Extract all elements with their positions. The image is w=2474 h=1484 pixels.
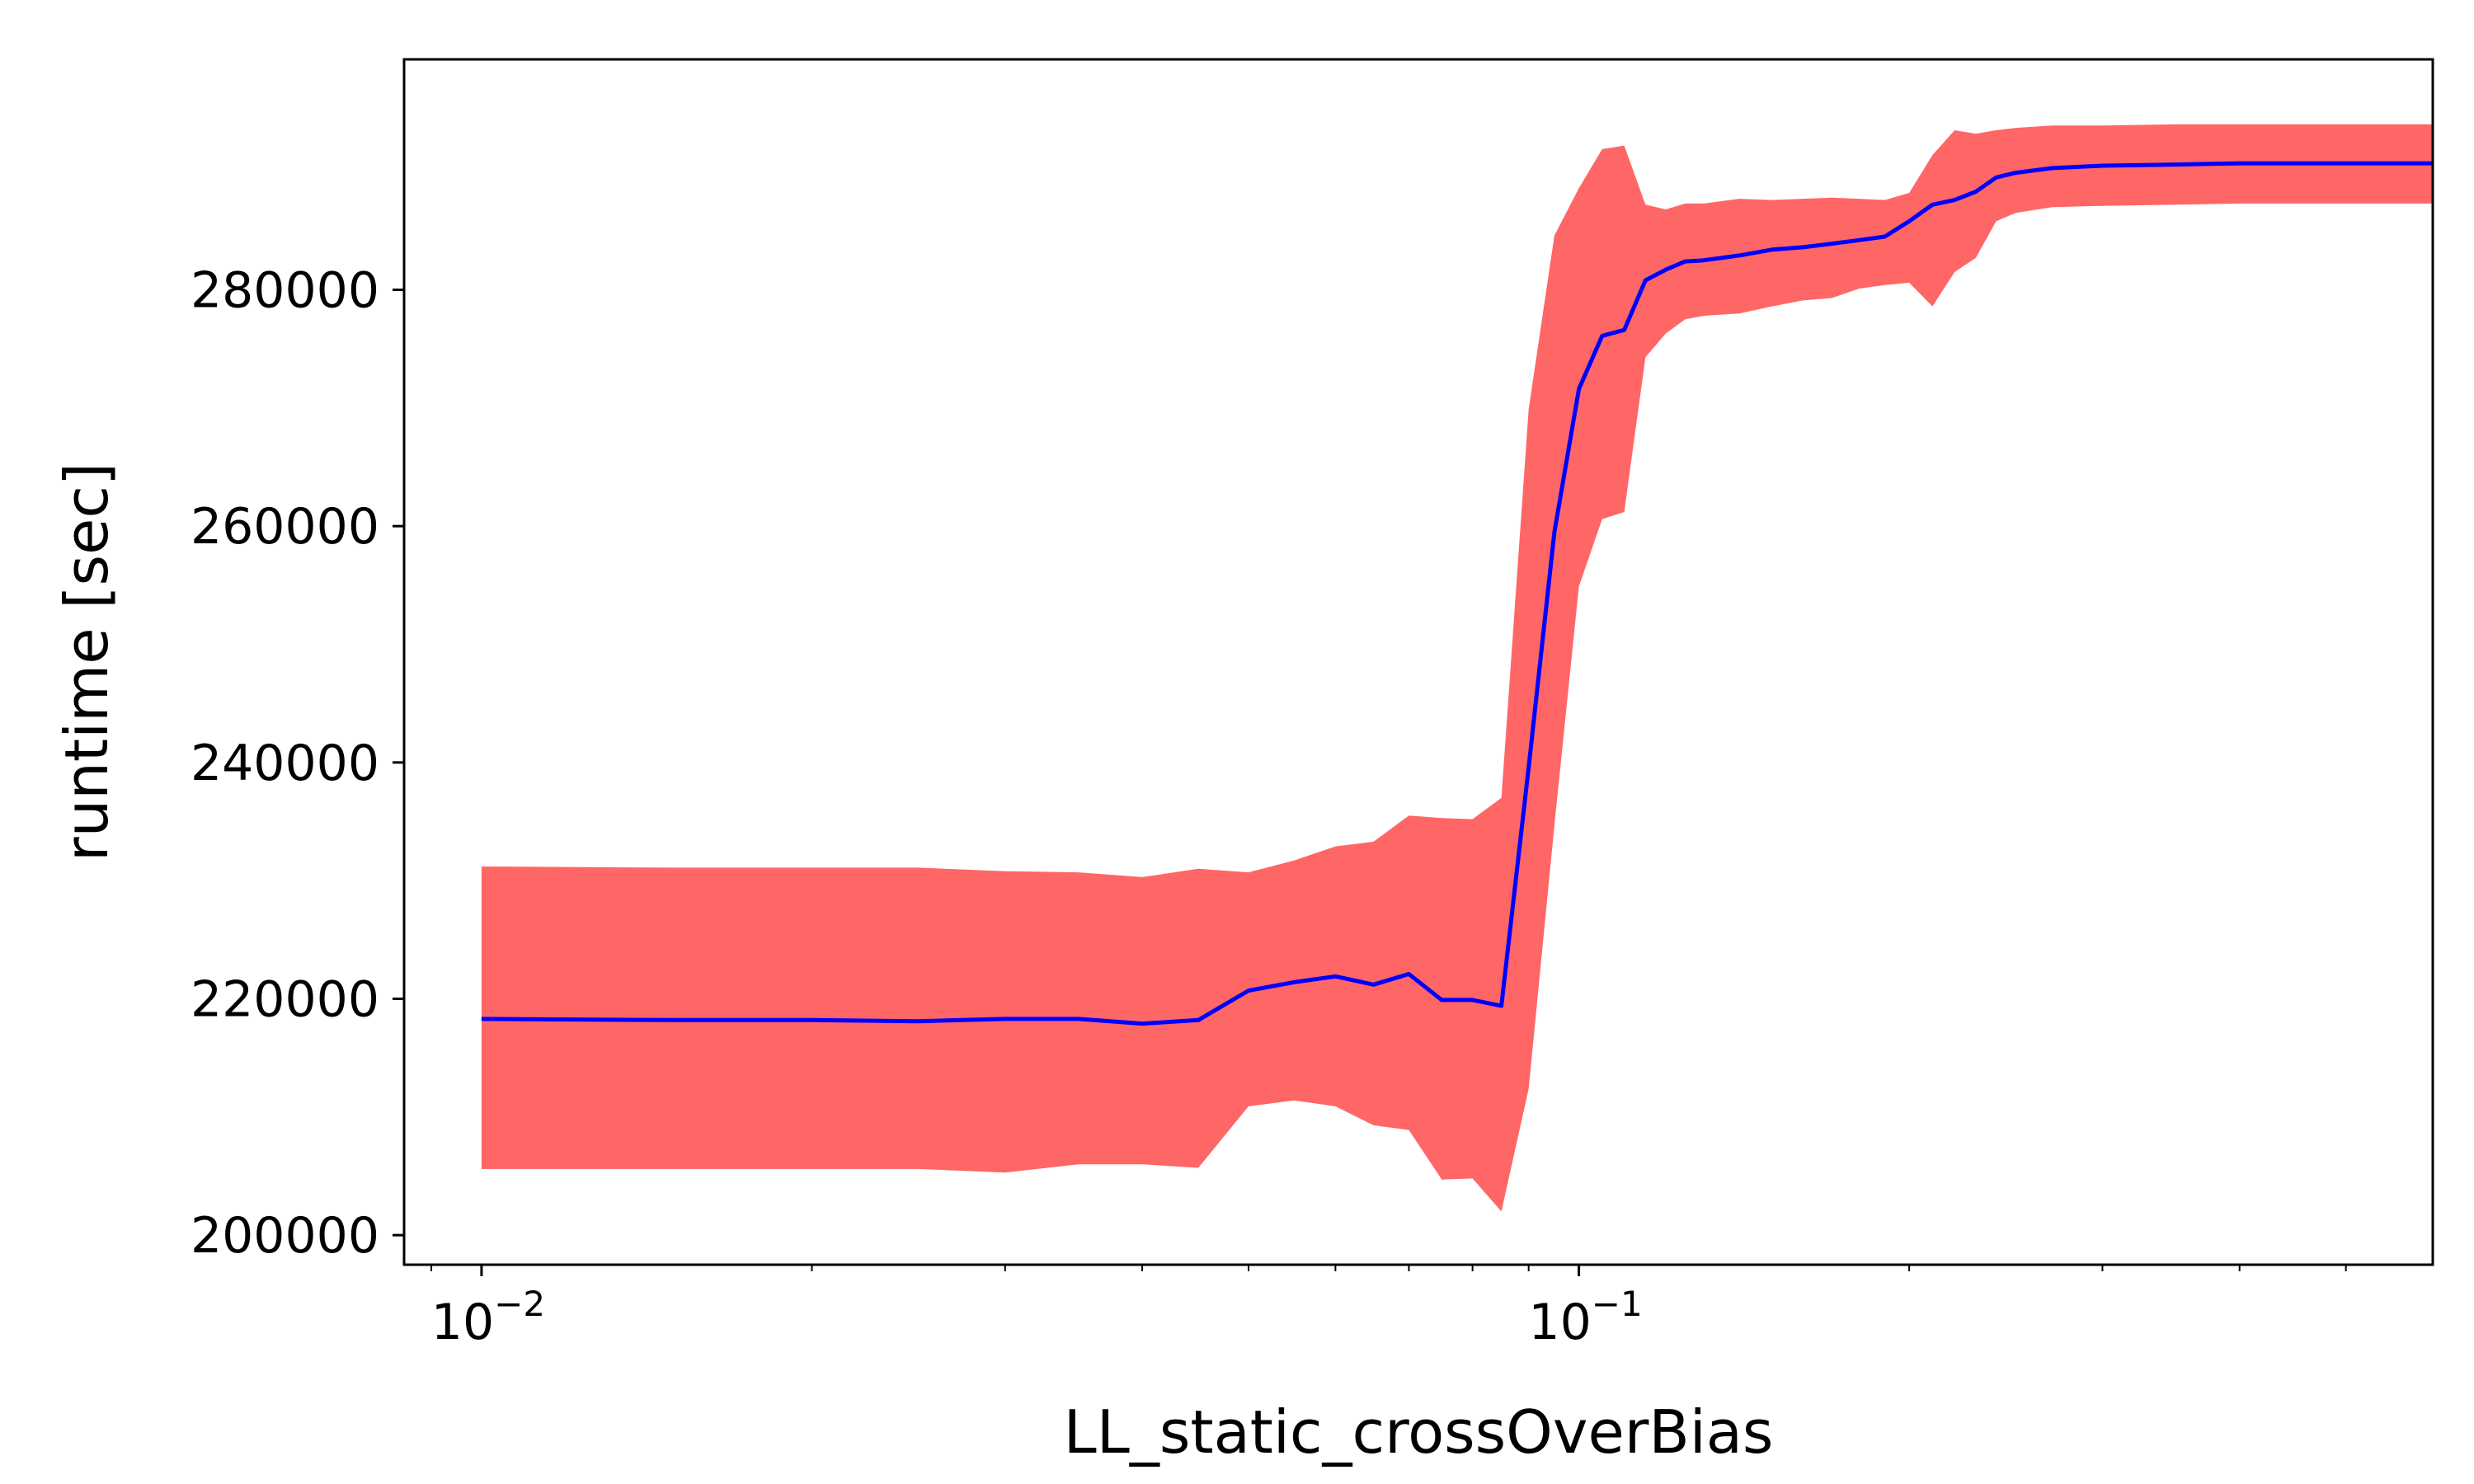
y-tick-label: 260000 [190, 498, 379, 556]
y-axis-label: runtime [sec] [52, 463, 121, 862]
y-tick-label: 220000 [190, 971, 379, 1029]
y-tick-label: 240000 [190, 735, 379, 792]
x-axis-label: LL_static_crossOverBias [1064, 1397, 1774, 1467]
y-tick-label: 200000 [190, 1207, 379, 1265]
y-tick-label: 280000 [190, 262, 379, 320]
